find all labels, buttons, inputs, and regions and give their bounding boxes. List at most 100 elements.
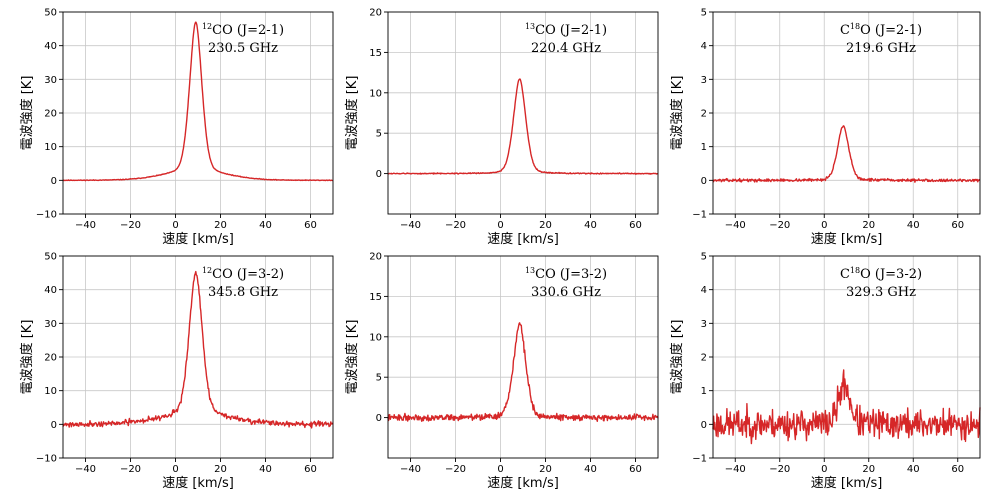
y-tick-label: 5: [701, 8, 707, 19]
line-frequency-label: 230.5 GHz: [208, 41, 278, 56]
x-tick-label: 20: [862, 464, 875, 475]
x-tick-label: −20: [445, 220, 466, 231]
spectrum-line: [62, 21, 334, 182]
y-tick-label: 10: [44, 142, 57, 153]
y-tick-label: 1: [701, 142, 707, 153]
x-tick-label: −40: [725, 220, 746, 231]
x-tick-label: −20: [445, 464, 466, 475]
y-tick-label: 20: [369, 252, 382, 263]
x-tick-label: 40: [907, 464, 920, 475]
x-tick-label: 20: [539, 220, 552, 231]
y-tick-label: 4: [701, 285, 707, 296]
y-tick-label: 50: [44, 8, 57, 19]
y-tick-label: 10: [369, 88, 382, 99]
x-tick-label: 60: [304, 220, 317, 231]
spectrum-panel-4: −40 −20 0 20 40 60 −10 0 10 20 30 40 50 速度 [km/s] 電波強度…: [19, 252, 334, 491]
x-tick-label: 0: [821, 464, 827, 475]
y-tick-label: 2: [701, 353, 707, 364]
x-tick-label: 40: [259, 220, 272, 231]
x-tick-label: 20: [214, 464, 227, 475]
x-tick-label: 0: [821, 220, 827, 231]
x-tick-label: −20: [120, 464, 141, 475]
line-frequency-label: 329.3 GHz: [846, 285, 916, 300]
y-tick-label: −1: [692, 454, 707, 465]
y-tick-label: 0: [51, 420, 57, 431]
x-tick-label: 60: [951, 220, 964, 231]
x-tick-label: −40: [400, 464, 421, 475]
x-axis-label: 速度 [km/s]: [162, 231, 234, 247]
line-species-label: 12CO (J=2-1): [202, 22, 284, 38]
y-tick-label: 3: [701, 319, 707, 330]
x-axis-label: 速度 [km/s]: [811, 231, 883, 247]
line-species-label: 13CO (J=3-2): [525, 266, 607, 282]
y-axis-label: 電波強度 [K]: [669, 76, 685, 151]
x-tick-label: 20: [214, 220, 227, 231]
line-species-label: C18O (J=2-1): [840, 22, 922, 38]
x-tick-label: 20: [539, 464, 552, 475]
spectrum-line: [387, 78, 659, 175]
spectrum-line: [62, 270, 334, 429]
x-tick-label: −40: [725, 464, 746, 475]
y-tick-label: 50: [44, 252, 57, 263]
axes-frame: [387, 255, 659, 459]
y-tick-label: 20: [44, 109, 57, 120]
x-tick-label: 0: [172, 220, 178, 231]
x-axis-label: 速度 [km/s]: [162, 475, 234, 491]
y-axis-label: 電波強度 [K]: [19, 76, 35, 151]
line-species-label: C18O (J=3-2): [840, 266, 922, 282]
line-frequency-label: 220.4 GHz: [531, 41, 601, 56]
x-tick-label: −20: [120, 220, 141, 231]
y-tick-label: 10: [369, 332, 382, 343]
x-tick-label: 60: [629, 464, 642, 475]
line-species-label: 13CO (J=2-1): [525, 22, 607, 38]
x-tick-label: −20: [769, 464, 790, 475]
spectrum-line: [712, 369, 981, 445]
y-axis-label: 電波強度 [K]: [344, 320, 360, 395]
y-axis-label: 電波強度 [K]: [19, 320, 35, 395]
spectrum-line: [387, 322, 659, 422]
y-tick-label: 20: [369, 8, 382, 19]
y-tick-label: −1: [692, 210, 707, 221]
spectrum-panel-3: −40 −20 0 20 40 60 −1 0 1 2 3 4 5 速度 [km/s] 電波強度 [K] C1…: [669, 8, 981, 247]
y-tick-label: 15: [369, 48, 382, 59]
line-frequency-label: 330.6 GHz: [531, 285, 601, 300]
y-tick-label: 20: [44, 353, 57, 364]
y-tick-label: 0: [376, 169, 382, 180]
spectrum-panel-1: −40 −20 0 20 40 60 −10 0 10 20 30 40 50 速度 [km/s] 電波強度…: [19, 8, 334, 247]
y-tick-label: 0: [701, 420, 707, 431]
y-tick-label: 30: [44, 319, 57, 330]
y-tick-label: 5: [701, 252, 707, 263]
x-tick-label: 60: [629, 220, 642, 231]
x-tick-label: 40: [907, 220, 920, 231]
x-tick-label: 0: [497, 464, 503, 475]
y-tick-label: 2: [701, 109, 707, 120]
x-axis-label: 速度 [km/s]: [487, 231, 559, 247]
y-tick-label: 0: [701, 176, 707, 187]
x-tick-label: 40: [584, 464, 597, 475]
line-species-label: 12CO (J=3-2): [202, 266, 284, 282]
x-tick-label: −40: [75, 464, 96, 475]
x-tick-label: 60: [304, 464, 317, 475]
x-tick-label: −40: [400, 220, 421, 231]
spectrum-panel-6: −40 −20 0 20 40 60 −1 0 1 2 3 4 5 速度 [km/s] 電波強度 [K] C1…: [669, 252, 981, 491]
y-tick-label: 40: [44, 285, 57, 296]
x-tick-label: 20: [862, 220, 875, 231]
y-axis-label: 電波強度 [K]: [669, 320, 685, 395]
y-tick-label: 1: [701, 386, 707, 397]
x-tick-label: 40: [259, 464, 272, 475]
y-tick-label: −10: [36, 454, 57, 465]
y-tick-label: 40: [44, 41, 57, 52]
y-tick-label: 0: [51, 176, 57, 187]
y-tick-label: 15: [369, 292, 382, 303]
x-axis-label: 速度 [km/s]: [487, 475, 559, 491]
y-axis-label: 電波強度 [K]: [344, 76, 360, 151]
y-tick-label: 3: [701, 75, 707, 86]
x-tick-label: −40: [75, 220, 96, 231]
y-tick-label: 4: [701, 41, 707, 52]
x-tick-label: 60: [951, 464, 964, 475]
x-tick-label: 0: [497, 220, 503, 231]
x-axis-label: 速度 [km/s]: [811, 475, 883, 491]
